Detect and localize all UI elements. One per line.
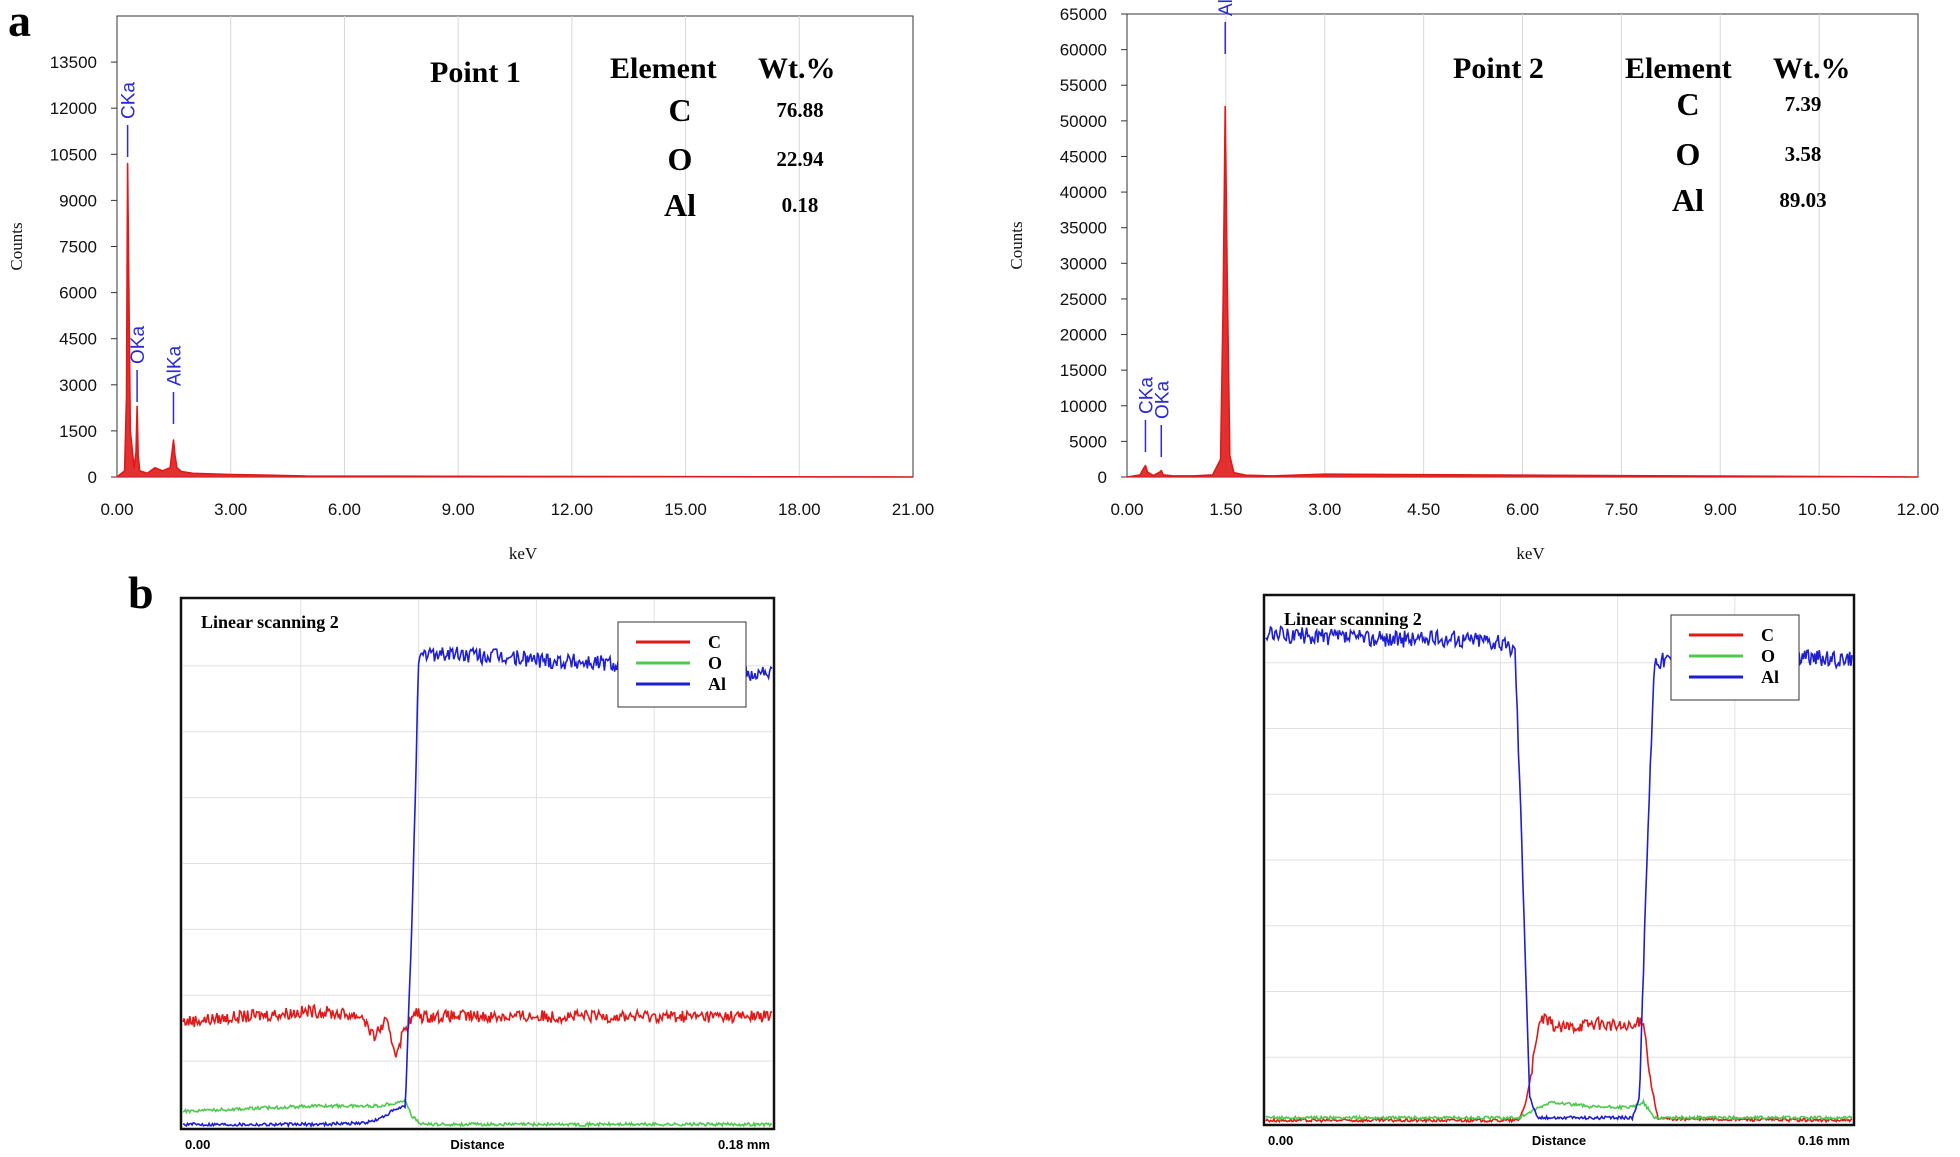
- legend-label-o: O: [708, 653, 722, 673]
- x-tick-label: 12.00: [551, 500, 594, 519]
- x-tick-label: 15.00: [664, 500, 707, 519]
- linescan-series-o: [182, 1097, 773, 1129]
- x-tick-right: 0.16 mm: [1798, 1133, 1850, 1148]
- x-tick-label: 9.00: [442, 500, 475, 519]
- peak-label-cka: CKa: [119, 82, 140, 119]
- linescan-series-c: [182, 1003, 773, 1058]
- x-tick-label: 3.00: [214, 500, 247, 519]
- y-tick-label: 1500: [59, 422, 97, 441]
- peak-label-cka: CKa: [1136, 377, 1157, 414]
- y-tick-label: 10500: [50, 145, 97, 164]
- x-axis-label: keV: [1516, 544, 1545, 563]
- x-tick-label: 4.50: [1407, 500, 1440, 519]
- y-tick-label: 20000: [1060, 326, 1107, 345]
- y-tick-label: 30000: [1060, 254, 1107, 273]
- legend-label-o: O: [1761, 646, 1775, 666]
- annotation-wt: 0.18: [782, 193, 819, 217]
- x-tick-label: 1.50: [1209, 500, 1242, 519]
- y-tick-label: 45000: [1060, 147, 1107, 166]
- y-tick-label: 0: [88, 468, 97, 487]
- y-tick-label: 5000: [1069, 432, 1107, 451]
- y-tick-label: 13500: [50, 53, 97, 72]
- y-tick-label: 0: [1098, 468, 1107, 487]
- y-tick-label: 10000: [1060, 397, 1107, 416]
- annotation-header-element: Element: [610, 52, 717, 85]
- charts-layer: 0.00 3.00 6.00 9.00 12.00 15.00 18.00 21.00 0 150…: [7, 0, 1939, 1152]
- y-tick-label: 15000: [1060, 361, 1107, 380]
- y-tick-label: 12000: [50, 99, 97, 118]
- y-tick-label: 3000: [59, 376, 97, 395]
- annotation-wt: 89.03: [1779, 188, 1826, 212]
- y-tick-label: 4500: [59, 330, 97, 349]
- annotation-header-wt: Wt.%: [1773, 52, 1851, 85]
- legend-label-c: C: [708, 632, 721, 652]
- annotation-element: O: [1676, 136, 1701, 172]
- annotation-element: O: [668, 141, 693, 177]
- panel-label-b: b: [128, 567, 154, 618]
- x-tick-left: 0.00: [185, 1137, 210, 1152]
- x-axis-label: Distance: [450, 1137, 504, 1152]
- peak-label-alka: AlKa: [1216, 0, 1237, 16]
- x-tick-label: 6.00: [328, 500, 361, 519]
- annotation-element: C: [668, 92, 691, 128]
- annotation-wt: 22.94: [776, 147, 824, 171]
- y-tick-label: 7500: [59, 238, 97, 257]
- legend-label-c: C: [1761, 625, 1774, 645]
- y-tick-label: 6000: [59, 284, 97, 303]
- annotation-element: Al: [1672, 182, 1704, 218]
- legend-label-al: Al: [1761, 667, 1779, 687]
- annotation-header-wt: Wt.%: [758, 52, 836, 85]
- y-tick-label: 40000: [1060, 183, 1107, 202]
- annotation-point-title: Point 1: [430, 56, 521, 89]
- x-tick-label: 9.00: [1704, 500, 1737, 519]
- linescan-title: Linear scanning 2: [1284, 609, 1422, 629]
- annotation-wt: 76.88: [776, 98, 823, 122]
- spectrum-series: [1126, 105, 1919, 478]
- x-tick-label: 7.50: [1605, 500, 1638, 519]
- y-axis-label: Counts: [7, 222, 26, 270]
- x-axis-label: keV: [509, 544, 538, 563]
- x-tick-label: 6.00: [1506, 500, 1539, 519]
- x-tick-label: 18.00: [778, 500, 821, 519]
- y-tick-label: 9000: [59, 191, 97, 210]
- spectrum-series: [116, 162, 914, 478]
- y-tick-label: 35000: [1060, 219, 1107, 238]
- y-tick-label: 60000: [1060, 41, 1107, 60]
- linescan-series-o: [1265, 1098, 1853, 1122]
- x-tick-label: 21.00: [892, 500, 935, 519]
- x-axis-label: Distance: [1532, 1133, 1586, 1148]
- panel-label-a: a: [8, 0, 31, 46]
- y-tick-label: 55000: [1060, 76, 1107, 95]
- peak-label-oka: OKa: [1152, 381, 1173, 419]
- y-tick-label: 65000: [1060, 5, 1107, 24]
- plot-area: [116, 15, 914, 478]
- linescan-title: Linear scanning 2: [201, 612, 339, 632]
- x-tick-label: 0.00: [100, 500, 133, 519]
- annotation-wt: 7.39: [1785, 92, 1822, 116]
- linescan-series-c: [1265, 1013, 1853, 1124]
- peak-label-oka: OKa: [128, 326, 149, 364]
- legend-label-al: Al: [708, 674, 726, 694]
- spectrum-chart-2: 0.00 1.50 3.00 4.50 6.00 7.50 9.00 10.50 12.00 0 5…: [1007, 0, 1939, 563]
- y-tick-label: 50000: [1060, 112, 1107, 131]
- annotation-element: C: [1676, 86, 1699, 122]
- annotation-header-element: Element: [1625, 52, 1732, 85]
- annotation-element: Al: [664, 187, 696, 223]
- y-tick-label: 25000: [1060, 290, 1107, 309]
- x-tick-right: 0.18 mm: [718, 1137, 770, 1152]
- y-axis-label: Counts: [1007, 221, 1026, 269]
- x-tick-left: 0.00: [1268, 1133, 1293, 1148]
- x-tick-label: 12.00: [1897, 500, 1940, 519]
- annotation-wt: 3.58: [1785, 142, 1822, 166]
- x-tick-label: 10.50: [1798, 500, 1841, 519]
- x-tick-label: 0.00: [1110, 500, 1143, 519]
- peak-label-alka: AlKa: [164, 345, 185, 386]
- spectrum-chart-1: 0.00 3.00 6.00 9.00 12.00 15.00 18.00 21.00 0 150…: [7, 15, 935, 563]
- annotation-point-title: Point 2: [1453, 52, 1544, 85]
- x-tick-label: 3.00: [1308, 500, 1341, 519]
